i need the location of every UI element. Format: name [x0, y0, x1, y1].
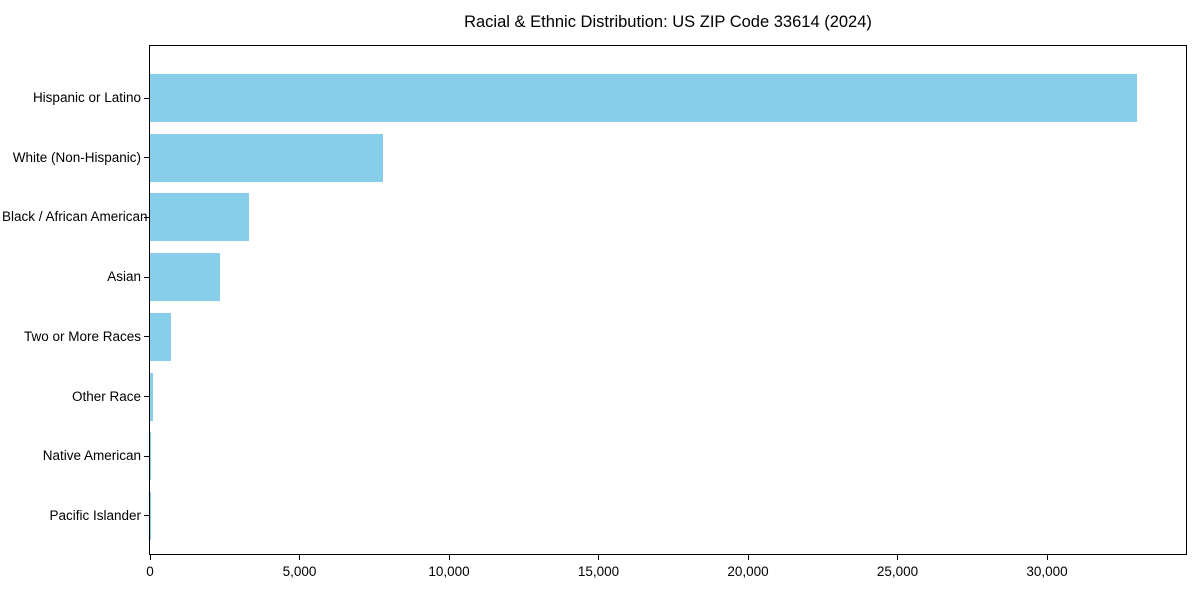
y-axis-tick	[144, 455, 149, 457]
y-axis-tick	[144, 396, 149, 398]
y-axis-label: Native American	[42, 448, 141, 464]
y-axis-label: Hispanic or Latino	[32, 90, 141, 105]
y-axis-tick	[144, 276, 149, 278]
x-axis-tick	[299, 555, 301, 560]
y-axis-tick	[144, 97, 149, 99]
y-axis-label: Other Race	[71, 388, 141, 404]
y-axis-tick	[144, 515, 149, 517]
x-axis-tick	[150, 555, 151, 560]
bar	[150, 432, 152, 481]
y-axis-tick	[144, 157, 149, 159]
x-axis-tick-label: 0	[146, 564, 154, 579]
bar	[150, 372, 153, 421]
y-axis-label: Two or More Races	[23, 328, 141, 344]
chart-title: Racial & Ethnic Distribution: US ZIP Cod…	[464, 13, 872, 31]
x-axis-tick-label: 15,000	[577, 564, 620, 579]
bar	[150, 253, 221, 302]
y-axis-label: Black / African American	[2, 209, 148, 225]
bar	[150, 133, 384, 182]
plot-area: Hispanic or Latino White (Non-Hispanic) Bl…	[2, 45, 1187, 579]
x-axis-tick	[747, 555, 749, 560]
x-axis-tick-label: 20,000	[727, 564, 769, 579]
x-axis-tick	[897, 555, 899, 560]
y-axis-label: Asian	[107, 269, 141, 285]
x-axis-tick-label: 5,000	[282, 564, 317, 579]
bar	[150, 193, 249, 242]
x-axis-tick-label: 25,000	[876, 564, 919, 579]
y-axis-tick	[144, 216, 149, 218]
x-axis-tick	[598, 555, 600, 560]
x-axis-tick	[448, 555, 450, 560]
x-axis-tick	[1046, 555, 1048, 560]
bar	[150, 312, 171, 361]
x-axis-tick-label: 30,000	[1026, 564, 1068, 579]
x-axis-tick-label: 10,000	[428, 564, 470, 579]
y-axis-label: White (Non-Hispanic)	[12, 149, 141, 165]
y-axis-label: Pacific Islander	[49, 507, 141, 523]
bar	[150, 74, 1137, 122]
y-axis-tick	[144, 336, 149, 338]
